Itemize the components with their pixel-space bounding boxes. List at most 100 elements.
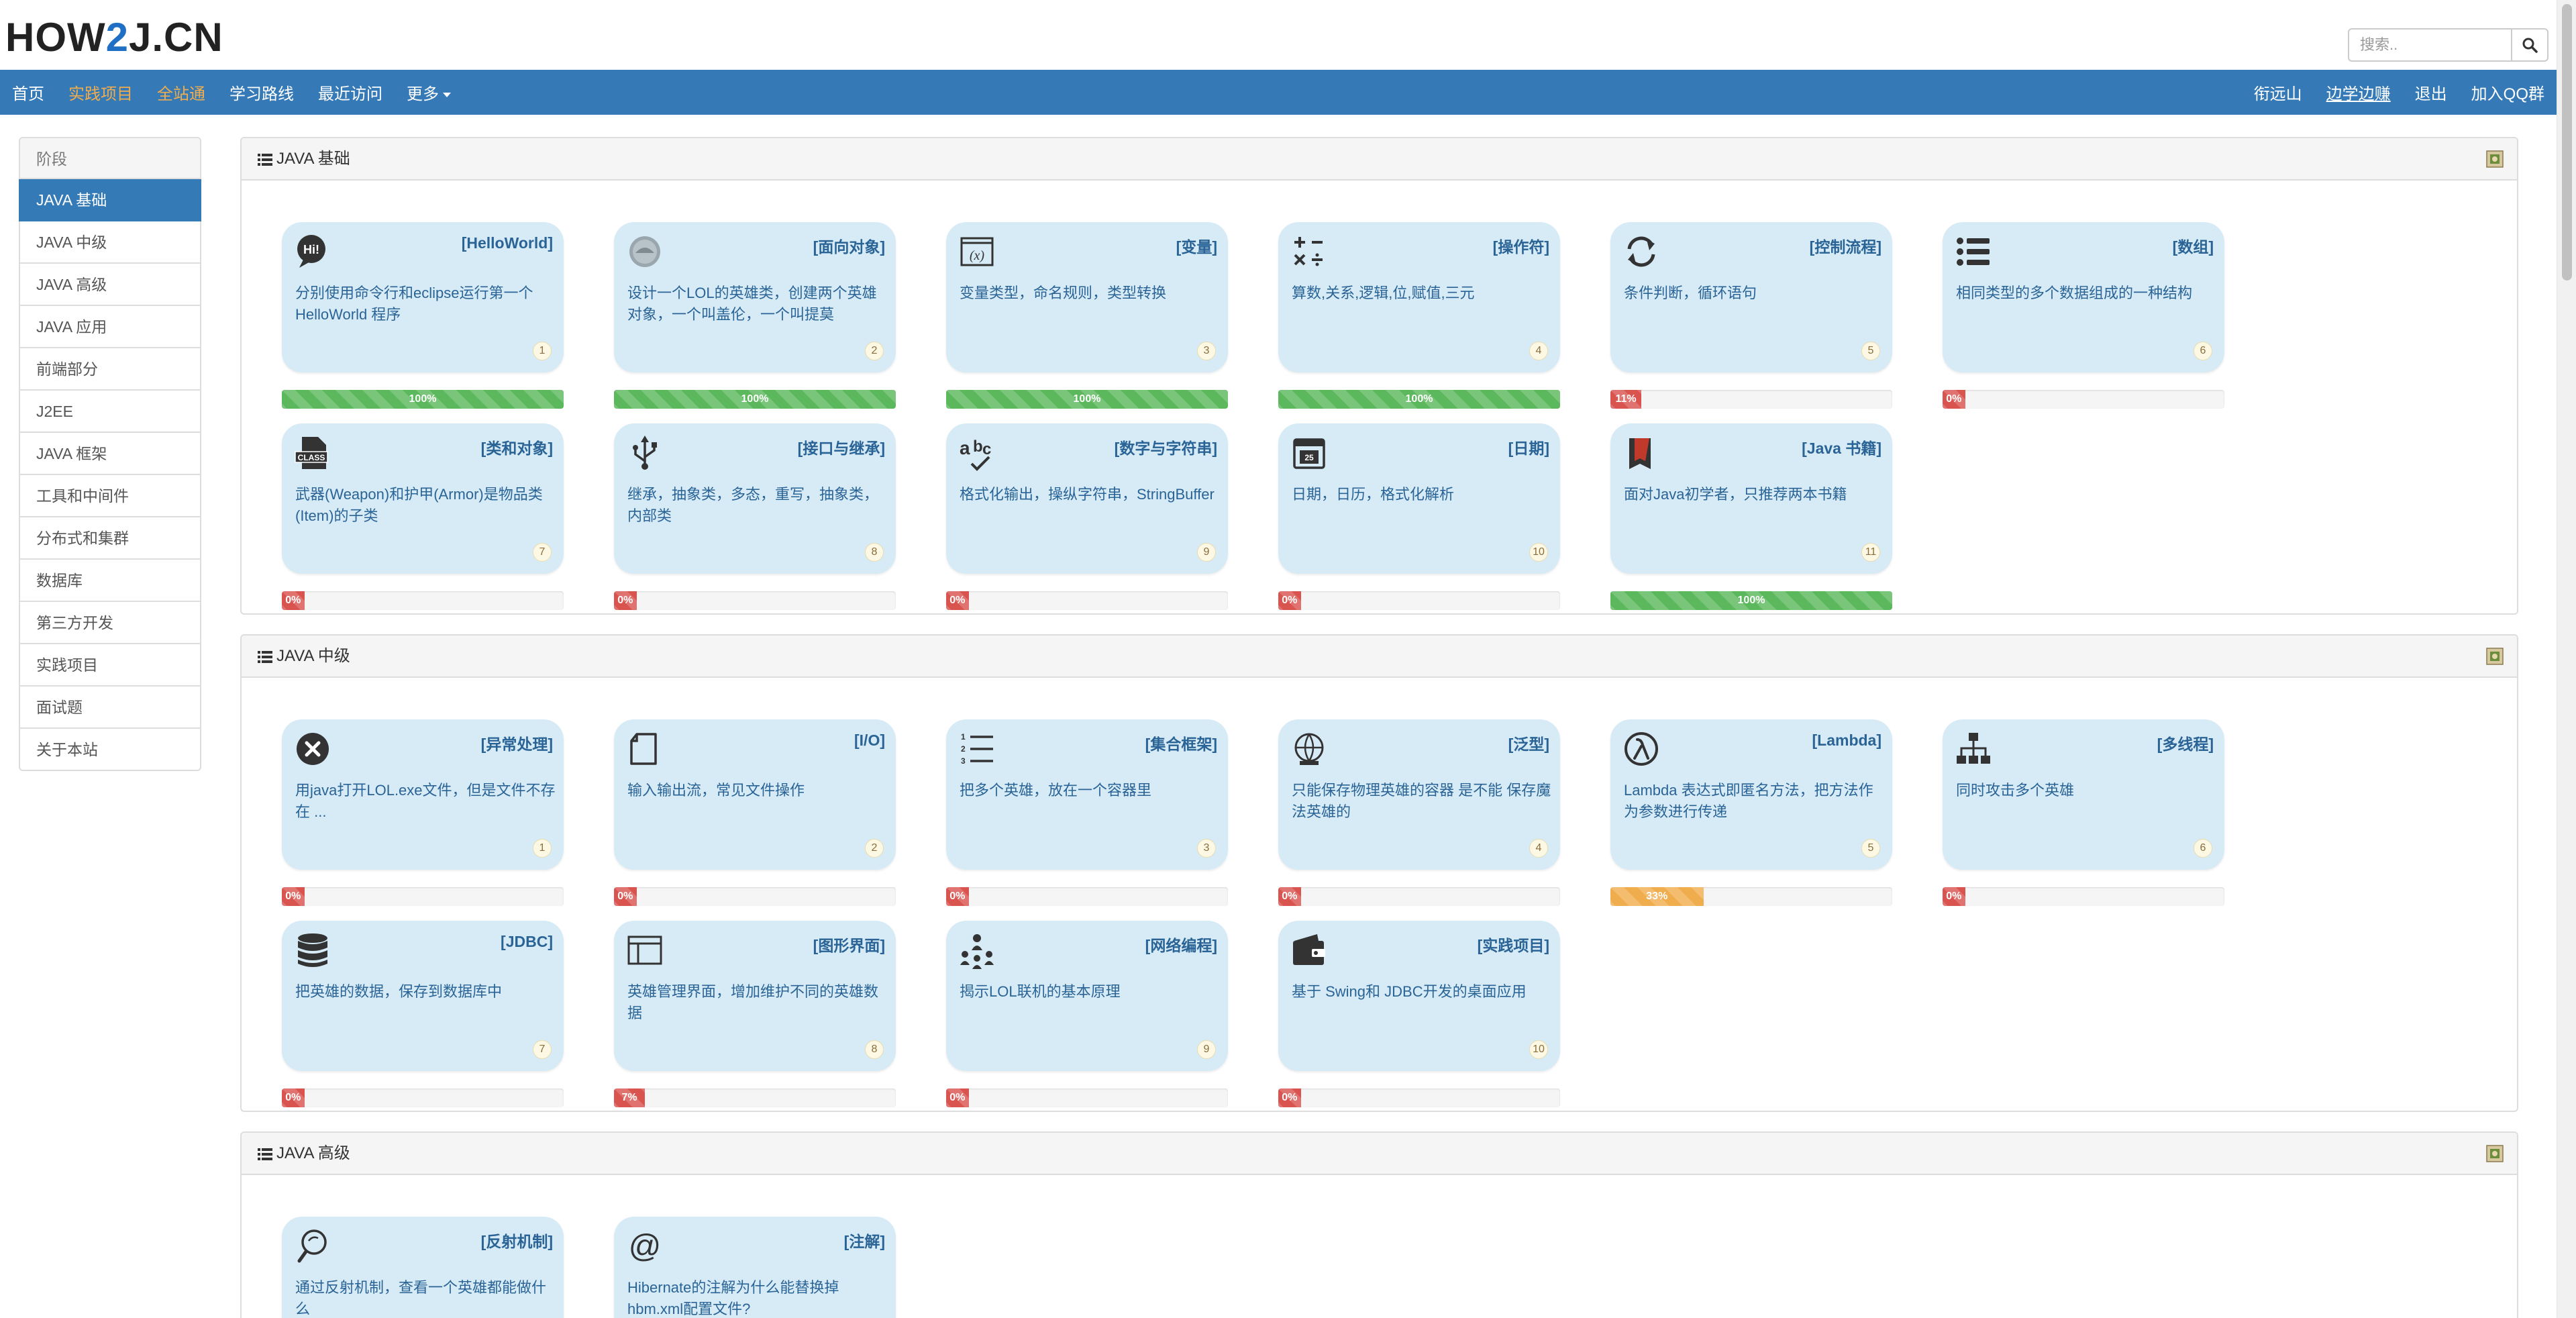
- course-panel: JAVA 中级 [异常处理] 用java打开LOL.exe文件，但是文件不存在 ..…: [240, 634, 2518, 1112]
- svg-text:Hi!: Hi!: [303, 243, 319, 256]
- lesson-card[interactable]: @ [注解] Hibernate的注解为什么能替换掉hbm.xml配置文件?: [614, 1217, 896, 1318]
- sidebar-item[interactable]: 工具和中间件: [19, 475, 201, 517]
- lesson-card[interactable]: [Java 书籍] 面对Java初学者，只推荐两本书籍 11: [1610, 423, 1892, 574]
- nav-item-label: 加入QQ群: [2471, 85, 2544, 103]
- sidebar-item[interactable]: 第三方开发: [19, 602, 201, 644]
- sidebar-header: 阶段: [19, 137, 201, 179]
- nav-item-left-2[interactable]: 全站通: [145, 81, 217, 104]
- lesson-title: [类和对象]: [480, 440, 553, 457]
- lesson-title: [I/O]: [854, 731, 885, 749]
- list-icon: [258, 1148, 272, 1160]
- lesson-progress: 0%: [282, 1088, 564, 1107]
- lesson-card[interactable]: Hi! [HelloWorld] 分别使用命令行和eclipse运行第一个Hello…: [282, 222, 564, 372]
- lesson-card[interactable]: [网络编程] 揭示LOL联机的基本原理 9: [946, 921, 1228, 1071]
- wallet-icon: [1290, 931, 1328, 969]
- collapse-toggle-icon[interactable]: [2486, 1145, 2504, 1162]
- nav-item-left-4[interactable]: 最近访问: [306, 81, 395, 104]
- search-input[interactable]: [2348, 28, 2511, 62]
- course-panel: JAVA 高级 [反射机制] 通过反射机制，查看一个英雄都能做什么 @ [注解] Hibe…: [240, 1131, 2518, 1318]
- nav-item-left-3[interactable]: 学习路线: [217, 81, 306, 104]
- lesson-card[interactable]: (x) [变量] 变量类型，命名规则，类型转换 3: [946, 222, 1228, 372]
- search-button[interactable]: [2511, 28, 2548, 62]
- lesson-card[interactable]: [泛型] 只能保存物理英雄的容器 是不能 保存魔法英雄的 4: [1278, 719, 1560, 870]
- lesson-card[interactable]: 25 [日期] 日期，日历，格式化解析 10: [1278, 423, 1560, 574]
- lesson-progress: 100%: [282, 390, 564, 409]
- lesson-card[interactable]: CLASS [类和对象] 武器(Weapon)和护甲(Armor)是物品类(Item…: [282, 423, 564, 574]
- lesson-card[interactable]: 1 2 3 [集合框架] 把多个英雄，放在一个容器里 3: [946, 719, 1228, 870]
- list-icon: [1955, 233, 1992, 270]
- nav-item-label: 最近访问: [318, 85, 382, 103]
- lesson-number-badge: 4: [1529, 839, 1548, 858]
- lesson-card[interactable]: [操作符] 算数,关系,逻辑,位,赋值,三元 4: [1278, 222, 1560, 372]
- lesson-card[interactable]: [JDBC] 把英雄的数据，保存到数据库中 7: [282, 921, 564, 1071]
- sidebar-item[interactable]: 分布式和集群: [19, 517, 201, 560]
- nav-item-left-5[interactable]: 更多: [395, 81, 463, 104]
- lesson-description: 格式化输出，操纵字符串，StringBuffer: [960, 486, 1215, 503]
- panel-title-text: JAVA 高级: [276, 1144, 350, 1162]
- lesson-number-badge: 6: [2194, 839, 2212, 858]
- progress-bar-fill: 7%: [614, 1088, 646, 1107]
- svg-text:2: 2: [961, 744, 966, 754]
- nav-left: 首页 实践项目 全站通 学习路线 最近访问 更多: [0, 70, 463, 115]
- lesson-card[interactable]: [图形界面] 英雄管理界面，增加维护不同的英雄数据 8: [614, 921, 896, 1071]
- lesson-number-badge: 8: [865, 543, 884, 562]
- scrollbar-thumb[interactable]: [2562, 4, 2572, 281]
- lesson-card[interactable]: [异常处理] 用java打开LOL.exe文件，但是文件不存在 ... 1: [282, 719, 564, 870]
- stage-sidebar: 阶段 JAVA 基础 JAVA 中级 JAVA 高级 JAVA 应用 前端部分 J2EE JA…: [19, 137, 201, 771]
- sidebar-item[interactable]: 关于本站: [19, 729, 201, 771]
- nav-item-label: 学习路线: [229, 85, 294, 103]
- svg-text:a: a: [960, 438, 970, 458]
- progress-bar-fill: 100%: [1610, 591, 1892, 610]
- nav-item-left-0[interactable]: 首页: [0, 81, 56, 104]
- progress-bar-fill: 0%: [614, 887, 637, 906]
- lesson-description: 只能保存物理英雄的容器 是不能 保存魔法英雄的: [1292, 782, 1551, 820]
- lesson-card[interactable]: [反射机制] 通过反射机制，查看一个英雄都能做什么: [282, 1217, 564, 1318]
- lesson-description: 继承，抽象类，多态，重写，抽象类，内部类: [627, 486, 879, 524]
- sidebar-item[interactable]: JAVA 框架: [19, 433, 201, 475]
- loop-arrows-icon: [1622, 233, 1660, 270]
- lesson-card[interactable]: [I/O] 输入输出流，常见文件操作 2: [614, 719, 896, 870]
- lesson-progress: 0%: [1278, 591, 1560, 610]
- nav-item-left-1[interactable]: 实践项目: [56, 81, 145, 104]
- nav-item-right-2[interactable]: 退出: [2403, 81, 2459, 104]
- lesson-card[interactable]: [控制流程] 条件判断，循环语句 5: [1610, 222, 1892, 372]
- sidebar-item[interactable]: JAVA 中级: [19, 221, 201, 264]
- sidebar-item[interactable]: 前端部分: [19, 348, 201, 391]
- nav-item-right-3[interactable]: 加入QQ群: [2459, 81, 2557, 104]
- sidebar-item[interactable]: 实践项目: [19, 644, 201, 687]
- lesson-description: 武器(Weapon)和护甲(Armor)是物品类(Item)的子类: [295, 486, 543, 524]
- sidebar-item[interactable]: 面试题: [19, 687, 201, 729]
- collapse-toggle-icon[interactable]: [2486, 150, 2504, 168]
- lesson-description: 日期，日历，格式化解析: [1292, 486, 1455, 503]
- sidebar-item[interactable]: JAVA 高级: [19, 264, 201, 306]
- panel-title: JAVA 中级: [258, 636, 350, 676]
- lesson-description: 用java打开LOL.exe文件，但是文件不存在 ...: [295, 782, 556, 820]
- lesson-card[interactable]: [实践项目] 基于 Swing和 JDBC开发的桌面应用 10: [1278, 921, 1560, 1071]
- sidebar-item[interactable]: 数据库: [19, 560, 201, 602]
- sidebar-item[interactable]: J2EE: [19, 391, 201, 433]
- usb-icon: [626, 434, 664, 472]
- lesson-title: [实践项目]: [1477, 937, 1549, 954]
- error-x-icon: [294, 730, 331, 768]
- lesson-card[interactable]: [接口与继承] 继承，抽象类，多态，重写，抽象类，内部类 8: [614, 423, 896, 574]
- lesson-card[interactable]: a b c [数字与字符串] 格式化输出，操纵字符串，StringBuffer 9: [946, 423, 1228, 574]
- lesson-card[interactable]: [Lambda] Lambda 表达式即匿名方法，把方法作为参数进行传递 5: [1610, 719, 1892, 870]
- sidebar-item[interactable]: JAVA 基础: [19, 179, 201, 221]
- page-scrollbar[interactable]: [2557, 0, 2576, 1318]
- nav-item-right-0[interactable]: 衔远山: [2242, 81, 2314, 104]
- nav-item-right-1[interactable]: 边学边赚: [2314, 81, 2403, 104]
- collapse-toggle-icon[interactable]: [2486, 648, 2504, 665]
- site-logo[interactable]: HOW2J.CN: [5, 15, 223, 60]
- panel-title: JAVA 高级: [258, 1133, 350, 1174]
- lesson-card[interactable]: [数组] 相同类型的多个数据组成的一种结构 6: [1943, 222, 2224, 372]
- lesson-progress: 0%: [1278, 887, 1560, 906]
- lesson-card[interactable]: [多线程] 同时攻击多个英雄 6: [1943, 719, 2224, 870]
- lesson-description: 变量类型，命名规则，类型转换: [960, 285, 1167, 301]
- progress-bar-fill: 100%: [946, 390, 1228, 409]
- class-file-icon: CLASS: [294, 434, 331, 472]
- lesson-card[interactable]: [面向对象] 设计一个LOL的英雄类，创建两个英雄对象，一个叫盖伦，一个叫提莫 2: [614, 222, 896, 372]
- lesson-number-badge: 7: [533, 543, 552, 562]
- sidebar-item[interactable]: JAVA 应用: [19, 306, 201, 348]
- lesson-progress: 100%: [1610, 591, 1892, 610]
- lesson-progress: 0%: [282, 591, 564, 610]
